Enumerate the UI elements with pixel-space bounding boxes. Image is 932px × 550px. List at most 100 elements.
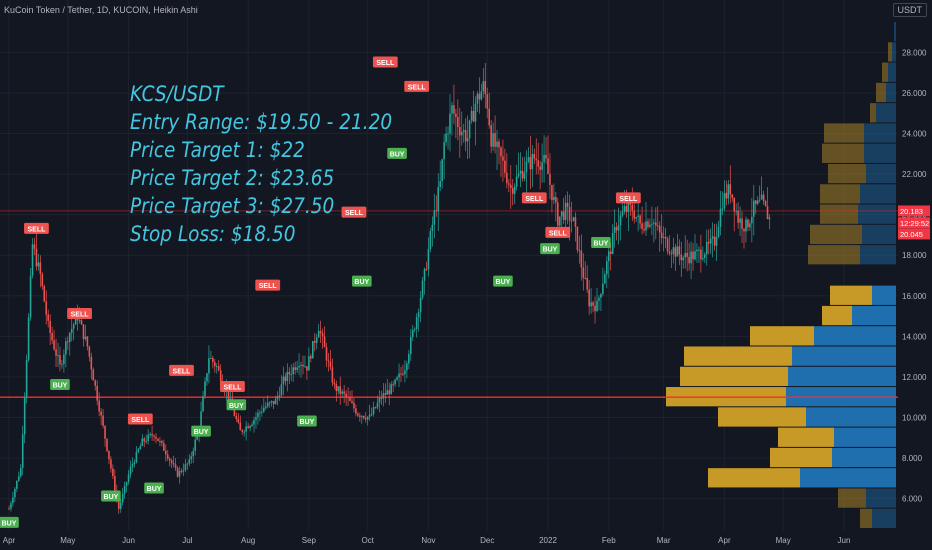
candle-body: [141, 438, 144, 446]
candle-body: [294, 367, 296, 370]
candle-body: [486, 94, 489, 109]
candle-body: [210, 357, 212, 359]
candle-body: [760, 194, 763, 200]
candle-body: [568, 207, 571, 221]
x-tick-label: 2022: [539, 536, 557, 545]
candle-body: [353, 402, 355, 409]
candle-body: [411, 329, 414, 337]
candle-body: [711, 236, 714, 239]
candle-body: [435, 210, 438, 212]
candle-body: [147, 434, 149, 442]
volume-bar-up: [862, 224, 896, 245]
candle-body: [613, 227, 616, 234]
candle-body: [200, 411, 202, 431]
signal-label: BUY: [390, 151, 405, 158]
candle-body: [398, 373, 400, 378]
candle-body: [57, 355, 59, 357]
buy-signal: BUY: [50, 379, 70, 391]
signal-box: [255, 279, 281, 291]
signal-box: [191, 425, 211, 437]
volume-bar-up: [864, 123, 896, 143]
volume-bar-down: [870, 103, 876, 123]
candle-body: [766, 206, 769, 220]
candle-body: [366, 416, 369, 420]
candle-body: [629, 202, 632, 205]
candle-body: [472, 110, 475, 122]
candle-body: [163, 443, 165, 451]
y-tick-label: 24.000: [902, 130, 927, 139]
candle-body: [751, 216, 753, 224]
candle-body: [282, 376, 285, 385]
candle-body: [737, 210, 739, 223]
candle-body: [129, 466, 132, 475]
signal-label: BUY: [300, 419, 315, 426]
candle-body: [745, 219, 747, 232]
candle-body: [719, 208, 722, 227]
candle-body: [300, 364, 302, 366]
candle-body: [596, 300, 598, 312]
candle-body: [82, 324, 85, 340]
annotation-line: Price Target 2: $23.65: [130, 166, 335, 190]
signal-box: [352, 275, 372, 287]
candle-body: [23, 397, 26, 435]
candle-body: [404, 370, 406, 375]
signal-label: SELL: [173, 368, 192, 375]
candle-body: [355, 408, 357, 414]
candle-body: [29, 275, 32, 318]
volume-bar-down: [828, 163, 866, 184]
candle-body: [643, 228, 645, 231]
volume-bar-down: [820, 184, 860, 204]
candle-body: [327, 360, 330, 362]
candle-body: [733, 197, 735, 212]
candle-body: [525, 161, 528, 173]
candle-body: [249, 426, 251, 429]
candle-body: [214, 362, 216, 367]
candle-body: [594, 305, 596, 312]
candle-body: [212, 357, 214, 363]
candle-body: [413, 328, 416, 330]
candle-body: [337, 386, 340, 392]
volume-bar-up: [866, 488, 896, 508]
volume-bar-down: [822, 305, 852, 326]
signal-box: [591, 237, 611, 249]
candle-body: [341, 391, 343, 394]
candle-body: [110, 459, 112, 469]
candle-body: [12, 497, 14, 504]
candle-body: [509, 184, 512, 189]
candle-body: [170, 460, 173, 464]
candle-body: [451, 105, 453, 114]
candle-body: [80, 320, 83, 325]
y-tick-label: 18.000: [902, 251, 927, 260]
candle-body: [443, 142, 445, 160]
candle-body: [731, 194, 734, 198]
candle-body: [647, 221, 649, 228]
candle-body: [427, 248, 430, 269]
candle-body: [259, 412, 261, 414]
candle-body: [351, 400, 353, 403]
candle-body: [145, 441, 147, 443]
candle-body: [25, 359, 28, 398]
candle-body: [431, 224, 434, 232]
candle-body: [276, 396, 279, 400]
candle-body: [492, 133, 494, 147]
signal-label: BUY: [594, 241, 609, 248]
horizontal-lines[interactable]: [0, 210, 898, 398]
candle-body: [447, 133, 449, 135]
candle-body: [166, 454, 169, 459]
candle-body: [480, 91, 483, 100]
candle-body: [47, 314, 49, 321]
candle-body: [133, 462, 136, 465]
sell-signal: SELL: [372, 56, 398, 68]
candle-body: [653, 222, 655, 224]
candle-body: [161, 441, 163, 444]
candle-body: [723, 192, 726, 209]
candle-body: [527, 157, 530, 162]
candle-body: [131, 464, 134, 467]
candle-body: [396, 377, 398, 380]
currency-badge[interactable]: USDT: [892, 3, 927, 17]
candle-body: [547, 158, 549, 174]
candle-body: [515, 176, 518, 187]
signal-box: [387, 147, 407, 159]
candle-body: [86, 336, 89, 347]
